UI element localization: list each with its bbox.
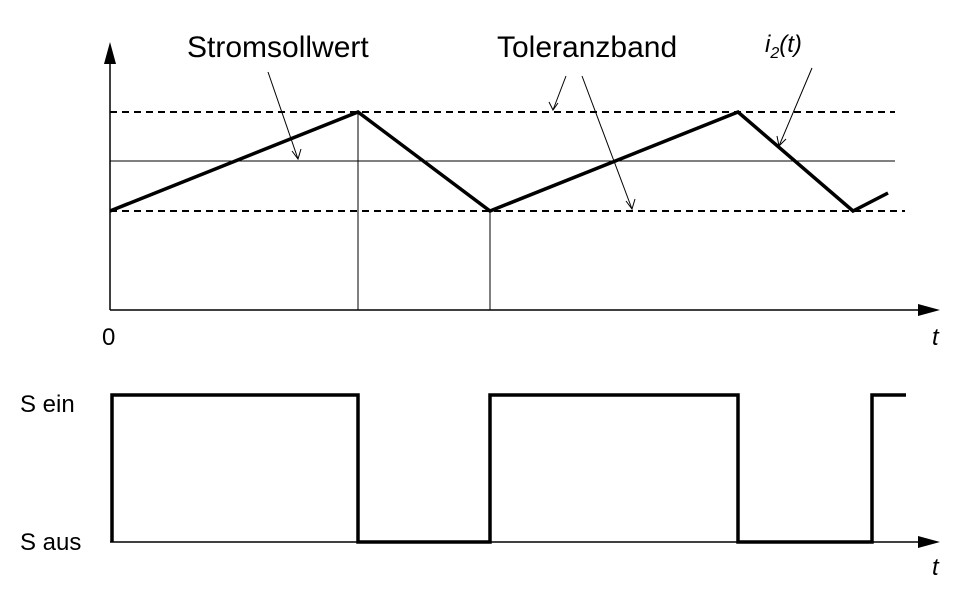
tolerance-band-label: Toleranzband — [497, 31, 677, 64]
setpoint-leader-arrowhead — [291, 148, 302, 161]
setpoint-leader — [267, 71, 299, 160]
current-plot — [104, 42, 940, 316]
switch-on-label: S ein — [20, 391, 75, 418]
switch-time-axis-arrowhead — [918, 536, 940, 548]
current-label: i2(t) — [765, 31, 802, 62]
switch-off-label: S aus — [20, 529, 81, 556]
time-axis-label-bottom: t — [932, 554, 940, 581]
annotations: Stromsollwert Toleranzband i2(t) 0 t — [102, 31, 940, 351]
current-y-axis-arrowhead — [104, 42, 116, 64]
band-upper-leader-arrowhead — [548, 101, 559, 111]
band-upper-leader — [552, 75, 567, 111]
origin-label: 0 — [102, 324, 115, 351]
current-time-axis-arrowhead — [918, 304, 940, 316]
current-leader — [778, 67, 813, 147]
switch-plot: S ein S aus t — [20, 391, 940, 581]
switch-waveform — [110, 393, 906, 544]
band-lower-leader-arrowhead — [625, 198, 636, 211]
band-lower-leader — [581, 75, 633, 210]
time-axis-label-top: t — [932, 324, 940, 351]
current-leader-arrowhead — [776, 135, 787, 148]
setpoint-label: Stromsollwert — [187, 31, 369, 64]
